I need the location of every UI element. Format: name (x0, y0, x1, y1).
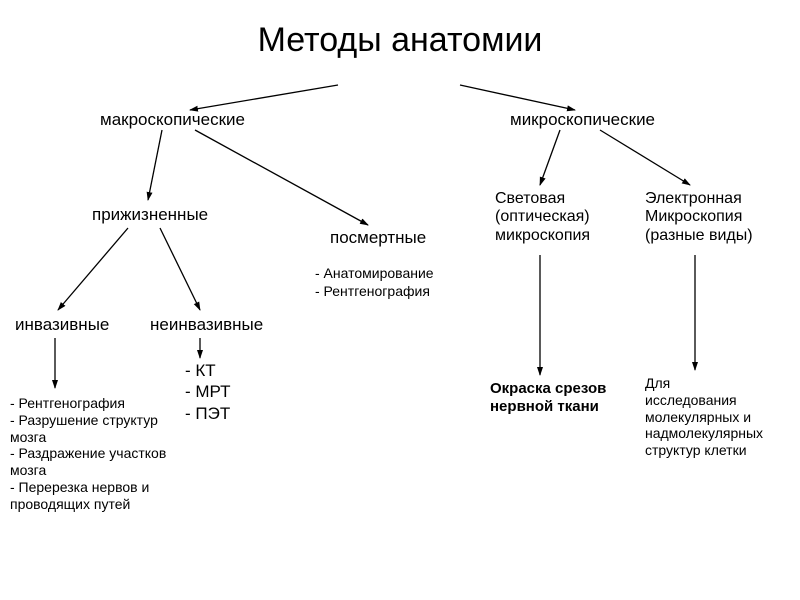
edge-arrow (600, 130, 690, 185)
node-noninvasive: неинвазивные (150, 315, 263, 335)
diagram-canvas: Методы анатомии макроскопические микроск… (0, 0, 800, 600)
node-light-microscopy: Световая (оптическая) микроскопия (495, 190, 590, 245)
node-microscopic: микроскопические (510, 110, 655, 130)
node-electron-microscopy: Электронная Микроскопия (разные виды) (645, 190, 753, 245)
edge-arrow (190, 85, 338, 110)
list-invasive: - Рентгенография - Разрушение структур м… (10, 395, 166, 513)
list-postmortem: - Анатомирование - Рентгенография (315, 265, 434, 300)
node-macroscopic: макроскопические (100, 110, 245, 130)
list-noninvasive: - КТ - МРТ - ПЭТ (185, 360, 231, 424)
edge-arrow (540, 130, 560, 185)
diagram-title: Методы анатомии (0, 21, 800, 60)
edge-arrow (160, 228, 200, 310)
node-light-output: Окраска срезов нервной ткани (490, 380, 606, 416)
edge-arrow (195, 130, 368, 225)
node-postmortem: посмертные (330, 228, 426, 248)
edge-arrow (148, 130, 162, 200)
node-invasive: инвазивные (15, 315, 109, 335)
edge-arrow (58, 228, 128, 310)
node-intravital: прижизненные (92, 205, 208, 225)
edge-arrow (460, 85, 575, 110)
node-electron-output: Для исследования молекулярных и надмолек… (645, 375, 763, 459)
